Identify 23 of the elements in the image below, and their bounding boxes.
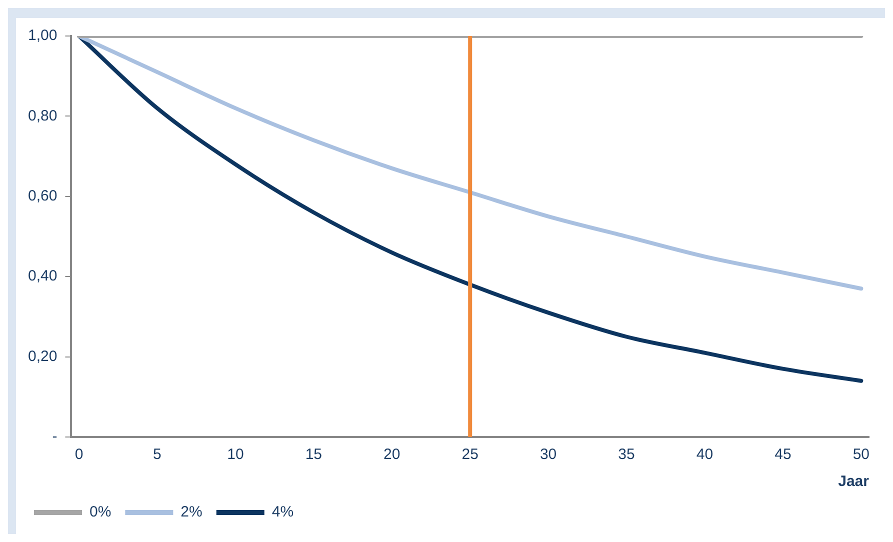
- x-tick-label: 5: [153, 446, 162, 464]
- x-tick-label: 45: [774, 446, 792, 464]
- x-tick-label: 35: [618, 446, 635, 464]
- x-tick-label: 0: [74, 446, 84, 464]
- x-tick-label: 25: [462, 446, 478, 464]
- x-tick-label: 40: [696, 446, 714, 464]
- x-tick-label: 15: [305, 446, 322, 464]
- x-axis-title: Jaar: [838, 473, 870, 490]
- y-tick-label: 1,00: [28, 27, 58, 44]
- y-tick-label: 0,80: [28, 107, 58, 124]
- legend-label: 2%: [180, 504, 202, 521]
- y-tick-label: 0,60: [28, 188, 58, 205]
- x-tick-label: 20: [384, 446, 400, 464]
- x-tick-label: 30: [540, 446, 557, 464]
- legend-label: 4%: [272, 504, 294, 521]
- line-series: [77, 36, 864, 291]
- y-tick-label: -: [52, 428, 58, 446]
- y-tick-label: 0,20: [28, 348, 58, 365]
- legend-label: 0%: [90, 504, 112, 521]
- x-tick-label: 10: [227, 446, 244, 464]
- line-series: [77, 36, 864, 383]
- x-tick-label: 50: [852, 446, 870, 464]
- y-tick-label: 0,40: [28, 268, 58, 285]
